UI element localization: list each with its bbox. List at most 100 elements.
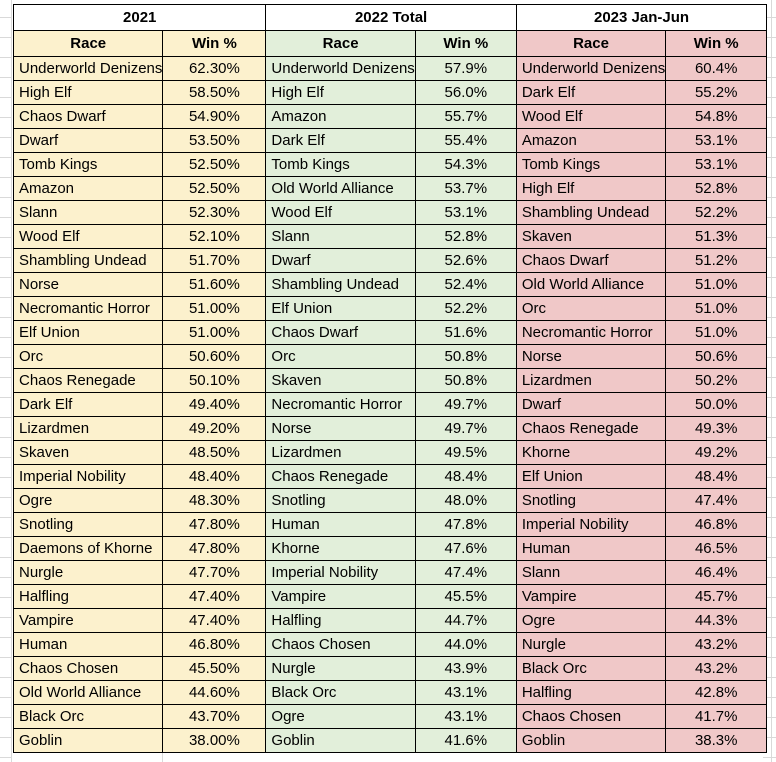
race-column-header-2023[interactable]: Race xyxy=(515,30,667,57)
win-percent-cell[interactable]: 43.70% xyxy=(162,704,267,729)
win-percent-cell[interactable]: 48.40% xyxy=(162,464,267,489)
race-cell[interactable]: Chaos Chosen xyxy=(265,632,416,657)
win-percent-cell[interactable]: 47.80% xyxy=(162,512,267,537)
race-cell[interactable]: Imperial Nobility xyxy=(265,560,416,585)
race-cell[interactable]: Lizardmen xyxy=(265,440,416,465)
race-cell[interactable]: Black Orc xyxy=(515,656,667,681)
race-cell[interactable]: Halfling xyxy=(515,680,667,705)
win-percent-cell[interactable]: 48.30% xyxy=(162,488,267,513)
race-cell[interactable]: Amazon xyxy=(515,128,667,153)
race-column-header-2022[interactable]: Race xyxy=(265,30,416,57)
win-percent-cell[interactable]: 52.8% xyxy=(665,176,768,201)
race-column-header-2021[interactable]: Race xyxy=(12,30,164,57)
race-cell[interactable]: Underworld Denizens xyxy=(265,56,416,81)
win-percent-cell[interactable]: 62.30% xyxy=(162,56,267,81)
win-percent-cell[interactable]: 47.4% xyxy=(414,560,517,585)
race-cell[interactable]: Human xyxy=(265,512,416,537)
win-percent-cell[interactable]: 51.0% xyxy=(665,296,768,321)
race-cell[interactable]: High Elf xyxy=(515,176,667,201)
win-percent-cell[interactable]: 50.10% xyxy=(162,368,267,393)
win-percent-cell[interactable]: 54.90% xyxy=(162,104,267,129)
win-percent-cell[interactable]: 48.4% xyxy=(665,464,768,489)
race-cell[interactable]: Underworld Denizens xyxy=(12,56,164,81)
race-cell[interactable]: Shambling Undead xyxy=(515,200,667,225)
race-cell[interactable]: Imperial Nobility xyxy=(12,464,164,489)
race-cell[interactable]: Elf Union xyxy=(515,464,667,489)
win-percent-cell[interactable]: 53.1% xyxy=(665,152,768,177)
win-column-header-2021[interactable]: Win % xyxy=(162,30,267,57)
win-percent-cell[interactable]: 55.4% xyxy=(414,128,517,153)
race-cell[interactable]: Halfling xyxy=(265,608,416,633)
win-percent-cell[interactable]: 52.50% xyxy=(162,152,267,177)
race-cell[interactable]: Norse xyxy=(12,272,164,297)
race-cell[interactable]: Snotling xyxy=(515,488,667,513)
win-percent-cell[interactable]: 53.1% xyxy=(665,128,768,153)
race-cell[interactable]: Goblin xyxy=(515,728,667,753)
win-percent-cell[interactable]: 51.0% xyxy=(665,272,768,297)
race-cell[interactable]: Slann xyxy=(515,560,667,585)
win-percent-cell[interactable]: 54.3% xyxy=(414,152,517,177)
win-percent-cell[interactable]: 50.0% xyxy=(665,392,768,417)
win-column-header-2022[interactable]: Win % xyxy=(414,30,517,57)
section-header-2021[interactable]: 2021 xyxy=(12,4,267,31)
win-percent-cell[interactable]: 52.4% xyxy=(414,272,517,297)
race-cell[interactable]: Nurgle xyxy=(265,656,416,681)
race-cell[interactable]: Amazon xyxy=(265,104,416,129)
win-percent-cell[interactable]: 52.30% xyxy=(162,200,267,225)
race-cell[interactable]: Dwarf xyxy=(515,392,667,417)
win-percent-cell[interactable]: 52.2% xyxy=(665,200,768,225)
race-cell[interactable]: Chaos Dwarf xyxy=(515,248,667,273)
race-cell[interactable]: Ogre xyxy=(515,608,667,633)
win-percent-cell[interactable]: 51.00% xyxy=(162,320,267,345)
win-percent-cell[interactable]: 46.4% xyxy=(665,560,768,585)
race-cell[interactable]: Elf Union xyxy=(12,320,164,345)
race-cell[interactable]: Chaos Dwarf xyxy=(12,104,164,129)
win-column-header-2023[interactable]: Win % xyxy=(665,30,768,57)
win-percent-cell[interactable]: 49.7% xyxy=(414,416,517,441)
win-percent-cell[interactable]: 53.50% xyxy=(162,128,267,153)
win-percent-cell[interactable]: 44.7% xyxy=(414,608,517,633)
section-header-2023-jan-jun[interactable]: 2023 Jan-Jun xyxy=(515,4,768,31)
race-cell[interactable]: High Elf xyxy=(265,80,416,105)
race-cell[interactable]: Ogre xyxy=(12,488,164,513)
win-percent-cell[interactable]: 47.4% xyxy=(665,488,768,513)
race-cell[interactable]: Norse xyxy=(515,344,667,369)
win-percent-cell[interactable]: 43.1% xyxy=(414,680,517,705)
race-cell[interactable]: Amazon xyxy=(12,176,164,201)
race-cell[interactable]: Lizardmen xyxy=(12,416,164,441)
race-cell[interactable]: Necromantic Horror xyxy=(265,392,416,417)
race-cell[interactable]: Ogre xyxy=(265,704,416,729)
race-cell[interactable]: Goblin xyxy=(12,728,164,753)
race-cell[interactable]: Goblin xyxy=(265,728,416,753)
race-cell[interactable]: Shambling Undead xyxy=(265,272,416,297)
win-percent-cell[interactable]: 49.3% xyxy=(665,416,768,441)
race-cell[interactable]: Khorne xyxy=(265,536,416,561)
race-cell[interactable]: Halfling xyxy=(12,584,164,609)
race-cell[interactable]: Chaos Dwarf xyxy=(265,320,416,345)
race-cell[interactable]: Daemons of Khorne xyxy=(12,536,164,561)
win-percent-cell[interactable]: 43.2% xyxy=(665,632,768,657)
race-cell[interactable]: Underworld Denizens xyxy=(515,56,667,81)
race-cell[interactable]: Nurgle xyxy=(12,560,164,585)
win-percent-cell[interactable]: 43.2% xyxy=(665,656,768,681)
race-cell[interactable]: Wood Elf xyxy=(515,104,667,129)
race-cell[interactable]: Chaos Renegade xyxy=(12,368,164,393)
win-percent-cell[interactable]: 53.1% xyxy=(414,200,517,225)
win-percent-cell[interactable]: 54.8% xyxy=(665,104,768,129)
win-percent-cell[interactable]: 58.50% xyxy=(162,80,267,105)
win-percent-cell[interactable]: 46.5% xyxy=(665,536,768,561)
win-percent-cell[interactable]: 47.40% xyxy=(162,584,267,609)
race-cell[interactable]: Chaos Renegade xyxy=(265,464,416,489)
win-percent-cell[interactable]: 48.4% xyxy=(414,464,517,489)
race-cell[interactable]: Tomb Kings xyxy=(265,152,416,177)
win-percent-cell[interactable]: 44.60% xyxy=(162,680,267,705)
race-cell[interactable]: Skaven xyxy=(265,368,416,393)
win-percent-cell[interactable]: 42.8% xyxy=(665,680,768,705)
race-cell[interactable]: Vampire xyxy=(265,584,416,609)
race-cell[interactable]: Shambling Undead xyxy=(12,248,164,273)
win-percent-cell[interactable]: 52.6% xyxy=(414,248,517,273)
win-percent-cell[interactable]: 51.70% xyxy=(162,248,267,273)
win-percent-cell[interactable]: 45.5% xyxy=(414,584,517,609)
race-cell[interactable]: Wood Elf xyxy=(12,224,164,249)
win-percent-cell[interactable]: 47.8% xyxy=(414,512,517,537)
